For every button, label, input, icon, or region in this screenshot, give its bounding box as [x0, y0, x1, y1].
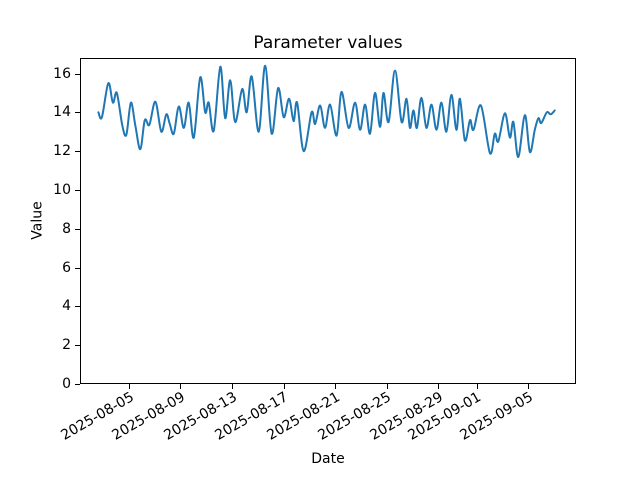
- y-tick-label: 2: [62, 337, 71, 354]
- y-tick-label: 12: [53, 143, 71, 160]
- y-tick-label: 0: [62, 376, 71, 392]
- chart-title: Parameter values: [253, 33, 403, 53]
- y-tick-label: 16: [53, 65, 71, 82]
- y-tick-label: 14: [53, 104, 71, 121]
- y-tick-label: 10: [53, 181, 71, 198]
- y-tick-label: 4: [62, 298, 71, 315]
- data-line-series: [97, 64, 556, 159]
- x-axis-label: Date: [311, 451, 345, 467]
- plot-area: [75, 58, 576, 389]
- axes-spines: [80, 58, 576, 384]
- y-axis-label: Value: [29, 201, 46, 240]
- y-tick-label: 6: [62, 259, 71, 276]
- y-tick-label: 8: [62, 220, 71, 237]
- tick-marks: [75, 74, 529, 389]
